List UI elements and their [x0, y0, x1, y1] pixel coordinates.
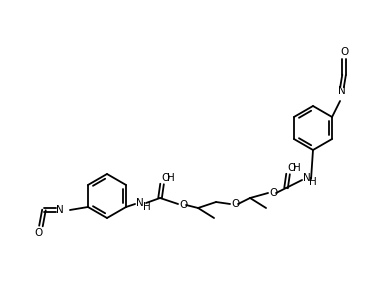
- Text: H: H: [167, 173, 175, 183]
- Text: O: O: [161, 173, 169, 183]
- Text: N: N: [56, 205, 64, 215]
- Text: H: H: [293, 163, 301, 173]
- Text: N: N: [303, 173, 311, 183]
- Text: O: O: [35, 228, 43, 238]
- Text: H: H: [309, 177, 317, 187]
- Text: O: O: [179, 200, 187, 210]
- Text: O: O: [269, 188, 277, 198]
- Text: N: N: [136, 198, 144, 208]
- Text: N: N: [338, 86, 346, 96]
- Text: O: O: [287, 163, 295, 173]
- Text: O: O: [231, 199, 239, 209]
- Text: O: O: [340, 47, 348, 57]
- Text: H: H: [143, 202, 151, 212]
